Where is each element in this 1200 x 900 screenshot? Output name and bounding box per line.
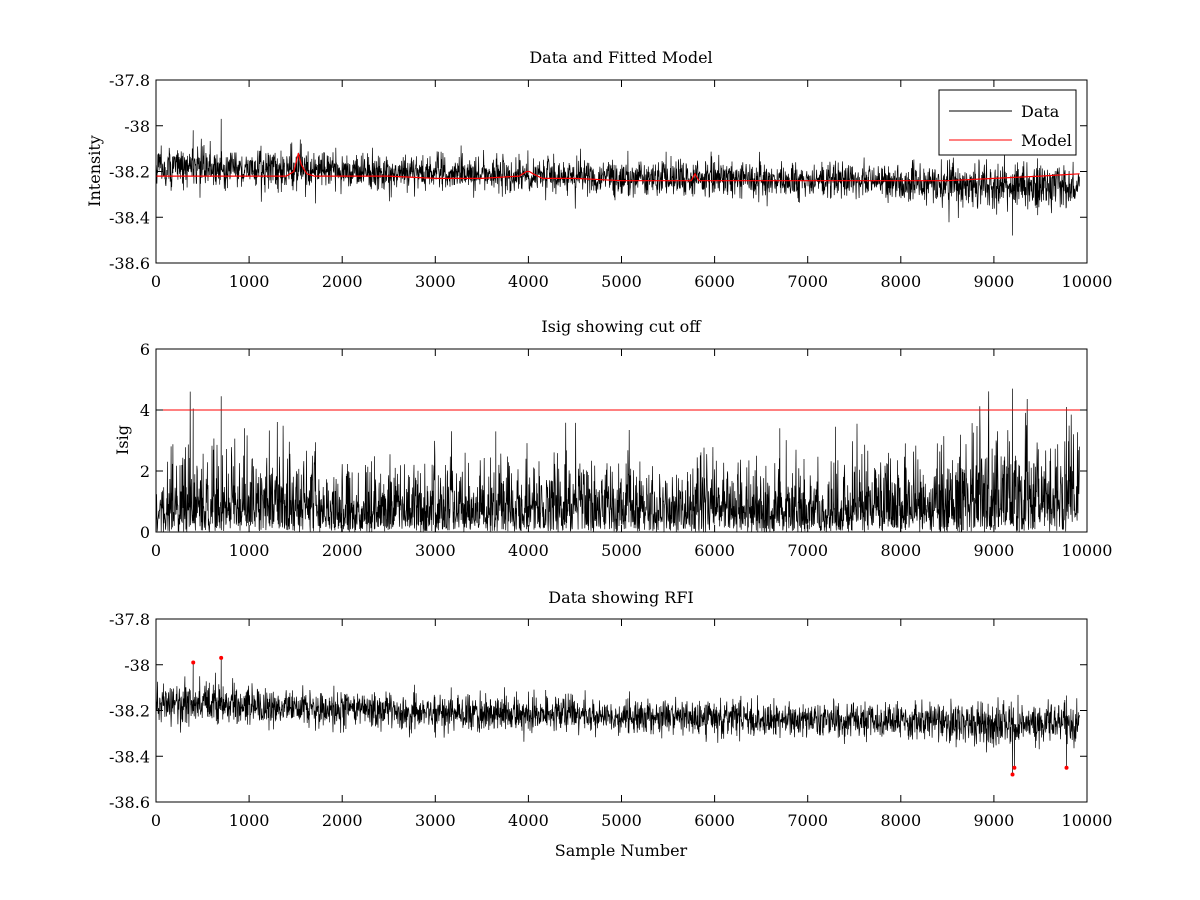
x-tick-label: 3000 bbox=[415, 272, 456, 291]
y-tick-label: -38.2 bbox=[109, 702, 150, 721]
series-layer bbox=[155, 388, 1087, 533]
series-data-line bbox=[155, 657, 1080, 775]
y-tick-label: -37.8 bbox=[109, 71, 150, 90]
x-tick-label: 4000 bbox=[508, 541, 549, 560]
rfi-marker bbox=[1010, 772, 1015, 777]
y-tick-label: -38.6 bbox=[109, 793, 150, 812]
x-tick-label: 10000 bbox=[1062, 811, 1113, 830]
x-tick-label: 2000 bbox=[322, 272, 363, 291]
y-tick-label: -38 bbox=[124, 117, 150, 136]
rfi-marker bbox=[219, 655, 224, 660]
x-tick-label: 6000 bbox=[694, 541, 735, 560]
legend-label-model: Model bbox=[1021, 131, 1072, 150]
tick-layer: 0 1000 2000 3000 4000 5000 6000 7000 8000 9000 100… bbox=[140, 340, 1113, 560]
x-tick-label: 0 bbox=[151, 541, 161, 560]
x-tick-label: 1000 bbox=[229, 541, 270, 560]
rfi-marker bbox=[1012, 765, 1017, 770]
x-tick-label: 1000 bbox=[229, 811, 270, 830]
legend-label-data: Data bbox=[1021, 102, 1060, 121]
series-data-line bbox=[155, 118, 1080, 236]
x-tick-label: 1000 bbox=[229, 272, 270, 291]
tick-layer: 0 1000 2000 3000 4000 5000 6000 7000 8000 9000 100… bbox=[109, 71, 1112, 291]
x-tick-label: 5000 bbox=[601, 272, 642, 291]
panel-title: Isig showing cut off bbox=[541, 317, 702, 336]
plot-area-frame bbox=[155, 618, 1088, 803]
x-tick-label: 10000 bbox=[1062, 541, 1113, 560]
y-axis-title: Isig bbox=[113, 425, 132, 455]
panel-data-rfi: 0 1000 2000 3000 4000 5000 6000 7000 8000 9000 100… bbox=[109, 588, 1112, 860]
x-tick-label: 9000 bbox=[974, 541, 1015, 560]
x-tick-label: 2000 bbox=[322, 541, 363, 560]
x-tick-label: 8000 bbox=[880, 272, 921, 291]
legend-box bbox=[938, 89, 1077, 156]
rfi-marker bbox=[1064, 765, 1069, 770]
y-tick-label: 6 bbox=[140, 340, 150, 359]
x-tick-label: 10000 bbox=[1062, 272, 1113, 291]
x-tick-label: 9000 bbox=[974, 811, 1015, 830]
y-axis-title: Intensity bbox=[85, 135, 104, 207]
x-tick-label: 5000 bbox=[601, 811, 642, 830]
y-tick-label: 2 bbox=[140, 462, 150, 481]
x-tick-label: 6000 bbox=[694, 811, 735, 830]
y-tick-label: -38 bbox=[124, 656, 150, 675]
x-tick-label: 8000 bbox=[880, 541, 921, 560]
x-tick-label: 3000 bbox=[415, 541, 456, 560]
panel-title: Data showing RFI bbox=[548, 588, 693, 607]
legend: Data Model bbox=[938, 89, 1077, 156]
x-tick-label: 2000 bbox=[322, 811, 363, 830]
x-tick-label: 4000 bbox=[508, 272, 549, 291]
series-layer bbox=[155, 118, 1080, 236]
x-axis-title: Sample Number bbox=[555, 841, 688, 860]
y-tick-label: -38.4 bbox=[109, 208, 150, 227]
series-model-line bbox=[156, 153, 1080, 182]
y-tick-label: 0 bbox=[140, 523, 150, 542]
y-tick-label: -37.8 bbox=[109, 610, 150, 629]
panel-data-and-model: 0 1000 2000 3000 4000 5000 6000 7000 8000 9000 100… bbox=[85, 48, 1112, 291]
x-tick-label: 0 bbox=[151, 272, 161, 291]
x-tick-label: 7000 bbox=[787, 541, 828, 560]
tick-layer: 0 1000 2000 3000 4000 5000 6000 7000 8000 9000 100… bbox=[109, 610, 1112, 830]
y-tick-label: 4 bbox=[140, 401, 150, 420]
panel-title: Data and Fitted Model bbox=[529, 48, 712, 67]
x-tick-label: 9000 bbox=[974, 272, 1015, 291]
x-tick-label: 6000 bbox=[694, 272, 735, 291]
series-layer bbox=[155, 655, 1080, 777]
x-tick-label: 0 bbox=[151, 811, 161, 830]
x-tick-label: 3000 bbox=[415, 811, 456, 830]
x-tick-label: 5000 bbox=[601, 541, 642, 560]
panel-isig-cutoff: 0 1000 2000 3000 4000 5000 6000 7000 8000 9000 100… bbox=[113, 317, 1112, 560]
rfi-marker bbox=[191, 660, 196, 665]
series-data-line bbox=[155, 388, 1080, 533]
x-tick-label: 4000 bbox=[508, 811, 549, 830]
y-tick-label: -38.4 bbox=[109, 747, 150, 766]
x-tick-label: 7000 bbox=[787, 272, 828, 291]
y-tick-label: -38.2 bbox=[109, 163, 150, 182]
y-tick-label: -38.6 bbox=[109, 254, 150, 273]
x-tick-label: 7000 bbox=[787, 811, 828, 830]
x-tick-label: 8000 bbox=[880, 811, 921, 830]
